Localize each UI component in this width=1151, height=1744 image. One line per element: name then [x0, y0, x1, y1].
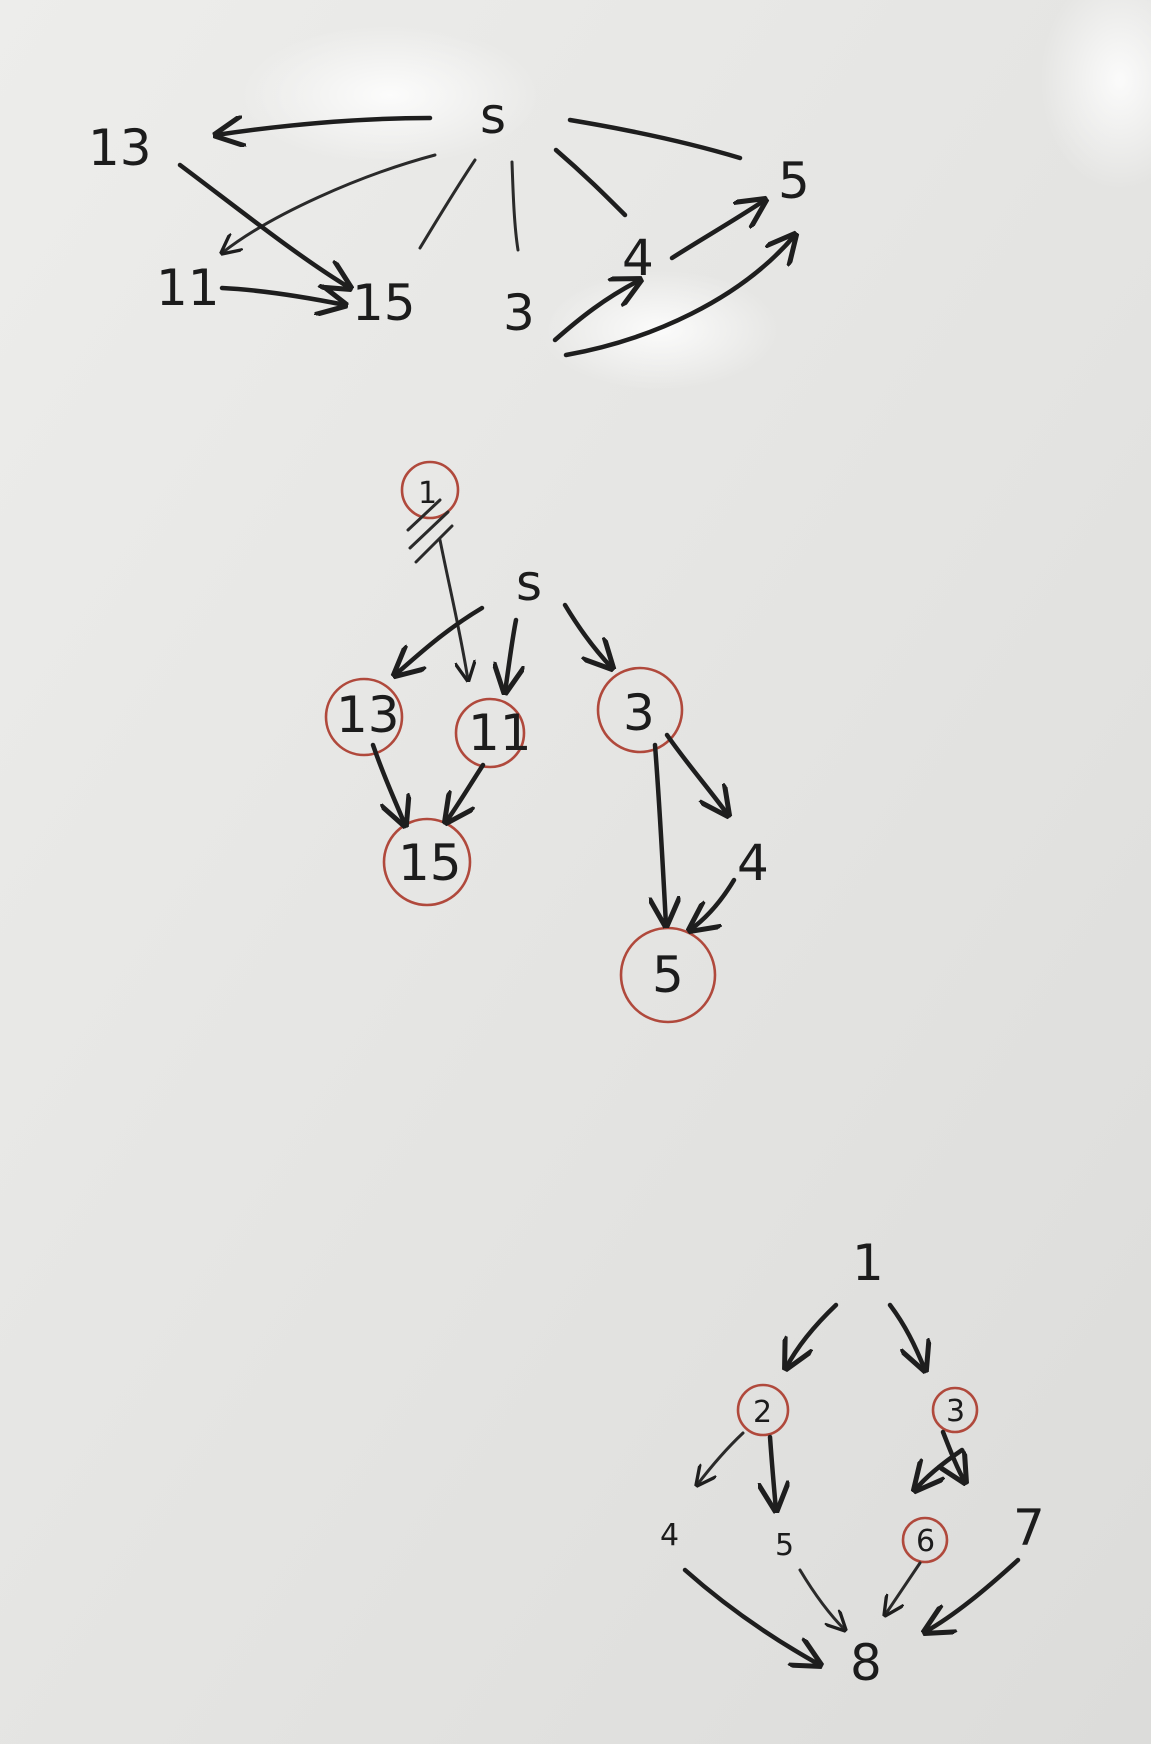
edge-arrow: [915, 1447, 965, 1490]
node-label: 2: [753, 1395, 772, 1430]
edge-line: [567, 117, 743, 161]
node-label: 5: [775, 1528, 794, 1563]
edge-arrow: [563, 235, 795, 358]
edge-line: [510, 160, 520, 252]
node-circle: [931, 1386, 979, 1434]
edge-line: [418, 158, 477, 250]
node-circle: [596, 666, 684, 754]
edge-arrow: [552, 280, 640, 343]
node-label: 1: [852, 1234, 884, 1292]
node-label: 7: [1013, 1499, 1045, 1557]
node-label: 3: [623, 684, 655, 742]
light-glare: [240, 25, 540, 165]
edge-arrow: [786, 1302, 839, 1368]
edge-arrow: [885, 1561, 922, 1615]
scratch-circle: [400, 460, 460, 520]
graph-3: 1 2 3 4 5 6 7 8: [660, 1234, 1045, 1692]
node-circle: [324, 677, 404, 757]
edge-arrow: [925, 1557, 1021, 1632]
node-label: 13: [336, 686, 400, 744]
edge-arrow: [216, 118, 433, 135]
graph-1: s 13 11 15 3 4 5: [88, 87, 810, 358]
node-label: s: [480, 87, 506, 145]
node-label: 11: [468, 704, 532, 762]
graph-2: 1 s 13 11 3 15 4 5: [324, 460, 769, 1024]
node-label: 11: [156, 259, 220, 317]
edge-arrow: [395, 605, 485, 675]
node-label: 6: [916, 1524, 935, 1559]
edge-arrow: [655, 742, 666, 925]
edge-arrow: [664, 732, 728, 815]
edge-arrow: [943, 1429, 965, 1482]
edge-arrow: [669, 200, 765, 261]
edge-arrow: [446, 762, 486, 822]
node-circle: [454, 697, 526, 769]
node-label: 3: [503, 284, 535, 342]
node-label: 8: [850, 1634, 882, 1692]
node-circle: [736, 1383, 790, 1437]
edge-arrow: [690, 877, 737, 930]
edge-arrow: [438, 538, 468, 680]
light-glare: [1040, 0, 1151, 190]
edge-arrow: [697, 1431, 745, 1485]
edge-arrow: [798, 1568, 845, 1630]
edge-arrow: [887, 1302, 925, 1370]
edge-arrow: [370, 742, 405, 825]
edge-arrow: [682, 1567, 820, 1665]
node-label: 15: [352, 274, 416, 332]
edge-arrow: [505, 617, 516, 692]
node-label: 4: [737, 834, 769, 892]
node-label: 4: [622, 229, 654, 287]
edge-arrow: [177, 162, 350, 288]
node-label: 3: [946, 1394, 965, 1429]
edge-arrow: [770, 1434, 776, 1510]
edge-arrow: [219, 288, 345, 305]
node-label: s: [516, 554, 542, 612]
node-label: 4: [660, 1518, 679, 1553]
node-circle: [382, 817, 472, 907]
node-label: 13: [88, 119, 152, 177]
node-label: 5: [652, 946, 684, 1004]
edge-line: [553, 147, 628, 218]
node-label: 5: [778, 152, 810, 210]
edge-arrow: [562, 602, 612, 668]
scratch-strike: [406, 498, 454, 564]
edge-arrow: [222, 153, 437, 253]
node-circle: [901, 1516, 949, 1564]
scratch-label: 1: [418, 476, 437, 511]
node-label: 15: [398, 834, 462, 892]
